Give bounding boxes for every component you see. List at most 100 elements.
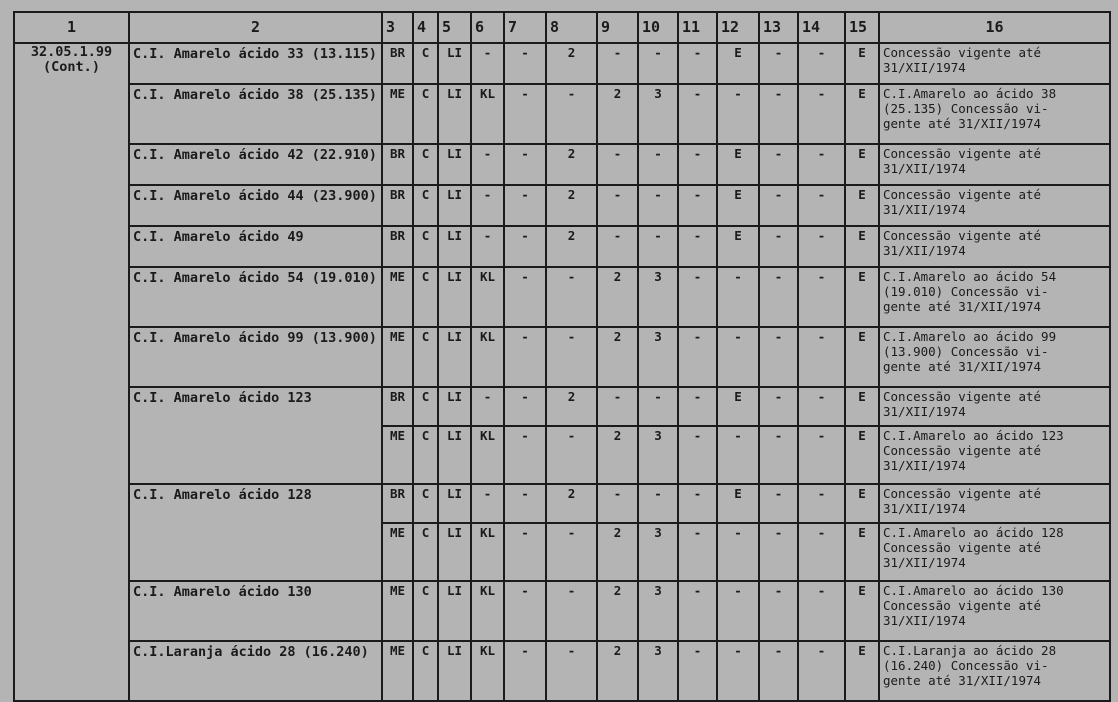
column-header-12: 12 [716, 11, 760, 44]
value-cell: 2 [596, 425, 639, 485]
value-cell: - [503, 42, 547, 85]
value-cell: KL [470, 83, 505, 145]
observation-cell: C.I.Amarelo ao ácido 130 Concessão vigen… [878, 580, 1111, 642]
value-cell: E [844, 522, 880, 582]
value-cell: - [545, 522, 598, 582]
product-name: C.I.Laranja ácido 28 (16.240) [128, 640, 383, 702]
value-cell: BR [381, 225, 414, 268]
value-cell: - [677, 425, 718, 485]
value-cell: - [797, 640, 846, 702]
value-cell: 2 [545, 184, 598, 227]
value-cell: E [716, 184, 760, 227]
value-cell: BR [381, 184, 414, 227]
value-cell: - [596, 42, 639, 85]
value-cell: - [677, 143, 718, 186]
value-cell: - [797, 425, 846, 485]
value-cell: - [470, 184, 505, 227]
table-row: C.I. Amarelo ácido 44 (23.900) BR C LI - -2- -… [14, 184, 1111, 227]
value-cell: 2 [596, 266, 639, 328]
product-name: C.I. Amarelo ácido 38 (25.135) [128, 83, 383, 145]
value-cell: - [677, 184, 718, 227]
value-cell: E [716, 386, 760, 427]
value-cell: - [758, 580, 799, 642]
value-cell: 2 [596, 326, 639, 388]
value-cell: C [412, 425, 439, 485]
value-cell: - [758, 266, 799, 328]
value-cell: C [412, 386, 439, 427]
value-cell: C [412, 580, 439, 642]
value-cell: C [412, 184, 439, 227]
column-header-5: 5 [437, 11, 472, 44]
value-cell: 2 [545, 143, 598, 186]
value-cell: - [545, 266, 598, 328]
value-cell: E [844, 640, 880, 702]
tariff-table: 1 2 3 4 5 6 7 8 9 10 11 12 13 14 15 16 32.05.1.99 (Cont… [13, 11, 1111, 702]
value-cell: - [545, 640, 598, 702]
product-name: C.I. Amarelo ácido 99 (13.900) [128, 326, 383, 388]
product-name: C.I. Amarelo ácido 128 [128, 483, 383, 582]
observation-cell: Concessão vigente até 31/XII/1974 [878, 42, 1111, 85]
column-header-4: 4 [412, 11, 439, 44]
value-cell: C [412, 42, 439, 85]
column-header-7: 7 [503, 11, 547, 44]
value-cell: - [797, 143, 846, 186]
value-cell: - [677, 522, 718, 582]
value-cell: - [677, 580, 718, 642]
value-cell: KL [470, 580, 505, 642]
value-cell: 2 [596, 580, 639, 642]
value-cell: LI [437, 266, 472, 328]
value-cell: - [677, 326, 718, 388]
value-cell: - [470, 143, 505, 186]
value-cell: ME [381, 580, 414, 642]
value-cell: LI [437, 184, 472, 227]
value-cell: 3 [637, 266, 679, 328]
value-cell: LI [437, 143, 472, 186]
value-cell: LI [437, 386, 472, 427]
value-cell: 3 [637, 83, 679, 145]
value-cell: E [716, 42, 760, 85]
value-cell: C [412, 143, 439, 186]
value-cell: - [596, 483, 639, 524]
value-cell: - [503, 83, 547, 145]
table-row: C.I. Amarelo ácido 99 (13.900) ME C LI KL - -2… [14, 326, 1111, 388]
header-row: 1 2 3 4 5 6 7 8 9 10 11 12 13 14 15 16 [13, 11, 1111, 44]
value-cell: - [677, 386, 718, 427]
value-cell: - [596, 143, 639, 186]
value-cell: BR [381, 386, 414, 427]
table-row: C.I. Amarelo ácido 128 BR C LI - -2- - - E - - E Con… [14, 483, 1111, 582]
value-cell: BR [381, 483, 414, 524]
value-cell: - [758, 326, 799, 388]
value-cell: 2 [596, 522, 639, 582]
value-cell: E [716, 143, 760, 186]
value-cell: - [758, 184, 799, 227]
observation-cell: Concessão vigente até 31/XII/1974 [878, 483, 1111, 524]
value-cell: KL [470, 425, 505, 485]
value-cell: E [844, 42, 880, 85]
value-cell: KL [470, 522, 505, 582]
column-header-10: 10 [637, 11, 679, 44]
value-cell: - [758, 522, 799, 582]
value-cell: - [677, 42, 718, 85]
table-row: C.I. Amarelo ácido 54 (19.010) ME C LI KL - -2… [14, 266, 1111, 328]
value-cell: E [716, 225, 760, 268]
column-header-3: 3 [381, 11, 414, 44]
value-cell: - [637, 184, 679, 227]
value-cell: LI [437, 580, 472, 642]
value-cell: - [797, 386, 846, 427]
value-cell: ME [381, 425, 414, 485]
value-cell: E [844, 386, 880, 427]
value-cell: - [545, 425, 598, 485]
value-cell: - [503, 483, 547, 524]
value-cell: E [844, 225, 880, 268]
value-cell: LI [437, 483, 472, 524]
value-cell: C [412, 483, 439, 524]
value-cell: ME [381, 640, 414, 702]
product-name: C.I. Amarelo ácido 54 (19.010) [128, 266, 383, 328]
product-name: C.I. Amarelo ácido 130 [128, 580, 383, 642]
table-row: C.I. Amarelo ácido 42 (22.910) BR C LI - -2- -… [14, 143, 1111, 186]
table-row: C.I. Amarelo ácido 38 (25.135) ME C LI KL - -2… [14, 83, 1111, 145]
product-name: C.I. Amarelo ácido 33 (13.115) [128, 42, 383, 85]
column-header-15: 15 [844, 11, 880, 44]
value-cell: C [412, 225, 439, 268]
value-cell: - [637, 386, 679, 427]
